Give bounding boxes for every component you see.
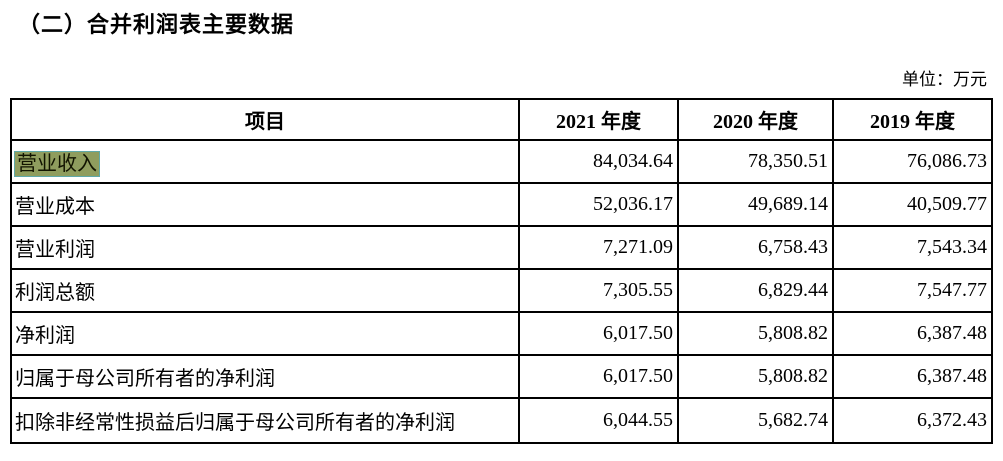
value-cell: 7,271.09 [518, 225, 679, 270]
value-cell: 78,350.51 [677, 139, 834, 184]
item-label: 扣除非经常性损益后归属于母公司所有者的净利润 [15, 412, 455, 434]
value-cell: 5,808.82 [677, 354, 834, 399]
selected-text-highlight[interactable]: 营业收入 [14, 151, 100, 177]
item-cell: 扣除非经常性损益后归属于母公司所有者的净利润 [10, 397, 520, 444]
item-label: 净利润 [15, 325, 75, 347]
table-row: 扣除非经常性损益后归属于母公司所有者的净利润 6,044.55 5,682.74… [10, 397, 993, 444]
table-row: 营业成本 52,036.17 49,689.14 40,509.77 [10, 182, 993, 227]
value-cell: 6,372.43 [832, 397, 993, 444]
value-cell: 76,086.73 [832, 139, 993, 184]
table-row: 净利润 6,017.50 5,808.82 6,387.48 [10, 311, 993, 356]
value-cell: 6,387.48 [832, 311, 993, 356]
value-cell: 6,758.43 [677, 225, 834, 270]
item-cell: 净利润 [10, 311, 520, 356]
unit-label: 单位：万元 [902, 70, 987, 89]
item-label: 归属于母公司所有者的净利润 [15, 368, 275, 390]
item-label: 利润总额 [15, 282, 95, 304]
value-cell: 7,547.77 [832, 268, 993, 313]
table-row: 利润总额 7,305.55 6,829.44 7,547.77 [10, 268, 993, 313]
column-header-2020: 2020 年度 [677, 98, 834, 141]
table-row: 营业收入 84,034.64 78,350.51 76,086.73 [10, 139, 993, 184]
column-header-item: 项目 [10, 98, 520, 141]
item-label: 营业利润 [15, 239, 95, 261]
value-cell: 5,682.74 [677, 397, 834, 444]
item-cell: 营业利润 [10, 225, 520, 270]
value-cell: 84,034.64 [518, 139, 679, 184]
column-header-2019: 2019 年度 [832, 98, 993, 141]
value-cell: 6,017.50 [518, 354, 679, 399]
value-cell: 6,387.48 [832, 354, 993, 399]
value-cell: 49,689.14 [677, 182, 834, 227]
value-cell: 52,036.17 [518, 182, 679, 227]
item-cell: 归属于母公司所有者的净利润 [10, 354, 520, 399]
item-cell: 营业收入 [10, 139, 520, 184]
value-cell: 6,829.44 [677, 268, 834, 313]
item-label: 营业成本 [15, 196, 95, 218]
table-header-row: 项目 2021 年度 2020 年度 2019 年度 [10, 98, 993, 141]
value-cell: 6,044.55 [518, 397, 679, 444]
table-row: 营业利润 7,271.09 6,758.43 7,543.34 [10, 225, 993, 270]
table-body: 营业收入 84,034.64 78,350.51 76,086.73 营业成本 … [10, 139, 993, 444]
column-header-2021: 2021 年度 [518, 98, 679, 141]
value-cell: 7,543.34 [832, 225, 993, 270]
income-statement-table: 项目 2021 年度 2020 年度 2019 年度 营业收入 84,034.6… [10, 98, 993, 444]
item-cell: 营业成本 [10, 182, 520, 227]
item-cell: 利润总额 [10, 268, 520, 313]
value-cell: 5,808.82 [677, 311, 834, 356]
value-cell: 7,305.55 [518, 268, 679, 313]
table-row: 归属于母公司所有者的净利润 6,017.50 5,808.82 6,387.48 [10, 354, 993, 399]
value-cell: 40,509.77 [832, 182, 993, 227]
value-cell: 6,017.50 [518, 311, 679, 356]
section-title: （二）合并利润表主要数据 [18, 12, 295, 37]
